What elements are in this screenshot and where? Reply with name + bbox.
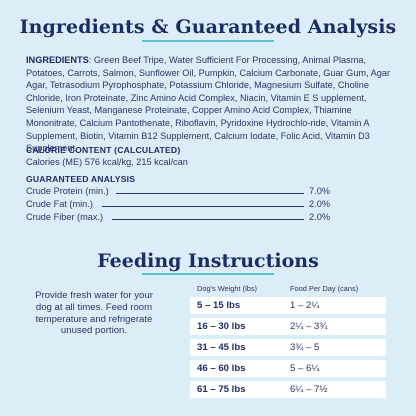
food-cell: 5 – 6¼: [290, 363, 320, 374]
analysis-label: Crude Protein (min.): [26, 186, 109, 196]
table-row: 5 – 15 lbs 1 – 2¼: [190, 297, 386, 314]
ingredients-paragraph: INGREDIENTS: Green Beef Tripe, Water Suf…: [26, 54, 396, 155]
analysis-heading: GUARANTEED ANALYSIS: [26, 174, 136, 184]
title-underline: [142, 273, 274, 275]
food-cell: 2¼ – 3¾: [290, 321, 328, 332]
leader-line: [102, 206, 304, 207]
feeding-title: Feeding Instructions: [97, 250, 319, 272]
table-row: 31 – 45 lbs 3¾ – 5: [190, 339, 386, 356]
analysis-value: 2.0%: [309, 212, 330, 222]
weight-cell: 61 – 75 lbs: [197, 384, 246, 395]
title-underline: [142, 40, 274, 42]
analysis-row: Crude Fiber (max.) 2.0%: [26, 212, 330, 224]
weight-cell: 31 – 45 lbs: [197, 342, 246, 353]
ingredients-text: : Green Beef Tripe, Water Sufficient For…: [26, 55, 391, 154]
weight-cell: 46 – 60 lbs: [197, 363, 246, 374]
table-row: 16 – 30 lbs 2¼ – 3¾: [190, 318, 386, 335]
feeding-note: Provide fresh water for your dog at all …: [35, 290, 153, 337]
column-header-food: Food Per Day (cans): [290, 284, 359, 293]
leader-line: [112, 219, 304, 220]
analysis-label: Crude Fat (min.): [26, 199, 93, 209]
ingredients-label: INGREDIENTS: [26, 55, 89, 65]
analysis-row: Crude Protein (min.) 7.0%: [26, 186, 330, 198]
food-cell: 6¼ – 7½: [290, 384, 328, 395]
analysis-value: 7.0%: [309, 186, 330, 196]
leader-line: [116, 193, 304, 194]
food-cell: 3¾ – 5: [290, 342, 320, 353]
analysis-label: Crude Fiber (max.): [26, 212, 104, 222]
weight-cell: 5 – 15 lbs: [197, 300, 241, 311]
calorie-text: Calories (ME) 576 kcal/kg, 215 kcal/can: [26, 157, 188, 167]
table-row: 61 – 75 lbs 6¼ – 7½: [190, 381, 386, 398]
calorie-heading: CALORIE CONTENT (CALCULATED): [26, 145, 181, 155]
food-cell: 1 – 2¼: [290, 300, 320, 311]
table-row: 46 – 60 lbs 5 – 6¼: [190, 360, 386, 377]
ingredients-title: Ingredients & Guaranteed Analysis: [19, 16, 397, 38]
weight-cell: 16 – 30 lbs: [197, 321, 246, 332]
analysis-value: 2.0%: [309, 199, 330, 209]
column-header-weight: Dog's Weight (lbs): [197, 284, 258, 293]
analysis-row: Crude Fat (min.) 2.0%: [26, 199, 330, 211]
